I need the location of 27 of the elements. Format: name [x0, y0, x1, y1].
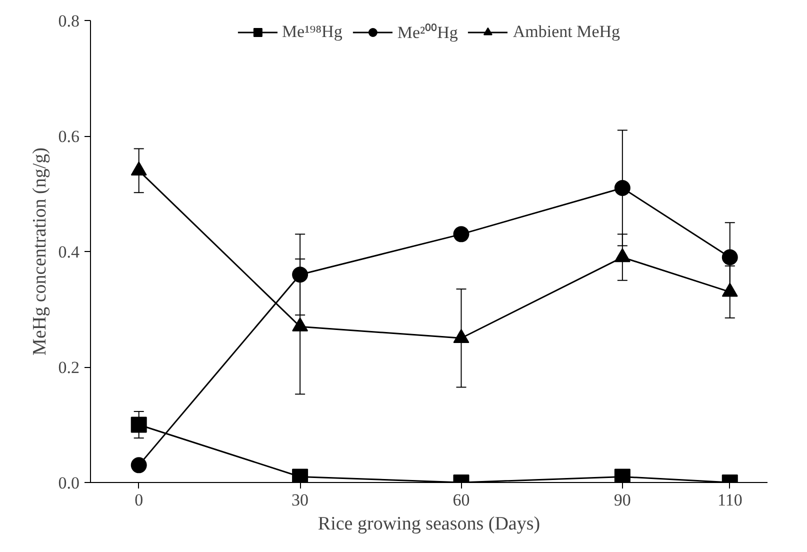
y-tick-label: 0.2: [58, 358, 80, 377]
x-axis-title: Rice growing seasons (Days): [318, 514, 540, 534]
point: [130, 416, 147, 433]
y-axis-title: MeHg concentration (ng/g): [29, 148, 50, 356]
point: [292, 317, 308, 332]
x-tick-label: 30: [292, 490, 309, 510]
x-tick-label: 0: [134, 490, 144, 510]
legend-label: Ambient MeHg: [512, 22, 620, 42]
x-tick-label: 60: [452, 490, 470, 510]
point: [292, 468, 308, 482]
point: [722, 249, 738, 266]
y-tick-label: 0.4: [58, 242, 80, 262]
point: [130, 457, 147, 474]
y-tick-label: 0.6: [58, 127, 80, 146]
x-tick-label: 90: [614, 490, 631, 510]
x-tick-label: 110: [717, 490, 742, 510]
point: [292, 266, 308, 283]
point: [614, 248, 630, 262]
point: [453, 328, 470, 343]
legend-label: Me¹⁹⁸Hg: [282, 22, 342, 42]
y-tick-label: 0.0: [58, 474, 80, 492]
y-tick-label: 0.8: [58, 12, 80, 30]
point: [614, 468, 630, 482]
legend-label: Me²⁰⁰Hg: [397, 22, 458, 43]
point: [722, 282, 738, 297]
point: [453, 226, 470, 242]
point: [614, 180, 630, 196]
